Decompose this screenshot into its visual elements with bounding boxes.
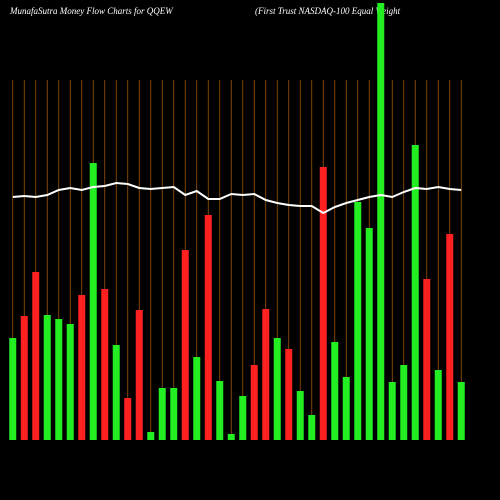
bar bbox=[112, 345, 120, 440]
bar bbox=[193, 357, 201, 440]
bar bbox=[331, 342, 339, 440]
bar bbox=[78, 295, 86, 440]
bar bbox=[43, 315, 51, 440]
bar bbox=[250, 365, 258, 440]
bar bbox=[400, 365, 408, 440]
bar bbox=[273, 338, 281, 440]
bar bbox=[319, 167, 327, 440]
bar bbox=[239, 396, 247, 440]
bar bbox=[457, 382, 465, 440]
bar bbox=[296, 391, 304, 440]
bar bbox=[377, 3, 385, 440]
bar bbox=[181, 250, 189, 440]
bar bbox=[423, 279, 431, 440]
bar bbox=[9, 338, 17, 440]
bar bbox=[411, 145, 419, 440]
bar bbox=[308, 415, 316, 440]
bar bbox=[285, 349, 293, 440]
bar bbox=[135, 310, 143, 440]
bar bbox=[354, 202, 362, 440]
bar bbox=[227, 434, 235, 440]
bar bbox=[262, 309, 270, 440]
bar bbox=[89, 163, 97, 440]
bar bbox=[216, 381, 224, 440]
bar bbox=[365, 228, 373, 440]
chart-subtitle: (First Trust NASDAQ-100 Equal Weight bbox=[255, 6, 401, 16]
bar bbox=[124, 398, 132, 440]
bar bbox=[158, 388, 166, 440]
bar bbox=[446, 234, 454, 440]
bar bbox=[20, 316, 28, 440]
bar bbox=[66, 324, 74, 440]
bar bbox=[342, 377, 350, 440]
bar bbox=[101, 289, 109, 440]
money-flow-line bbox=[12, 181, 462, 215]
bar bbox=[55, 319, 63, 440]
chart-title: MunafaSutra Money Flow Charts for QQEW bbox=[9, 6, 174, 16]
bar bbox=[434, 370, 442, 440]
bar bbox=[32, 272, 40, 440]
bar bbox=[388, 382, 396, 440]
bar bbox=[147, 432, 155, 440]
bar bbox=[204, 215, 212, 440]
bar bbox=[170, 388, 178, 440]
